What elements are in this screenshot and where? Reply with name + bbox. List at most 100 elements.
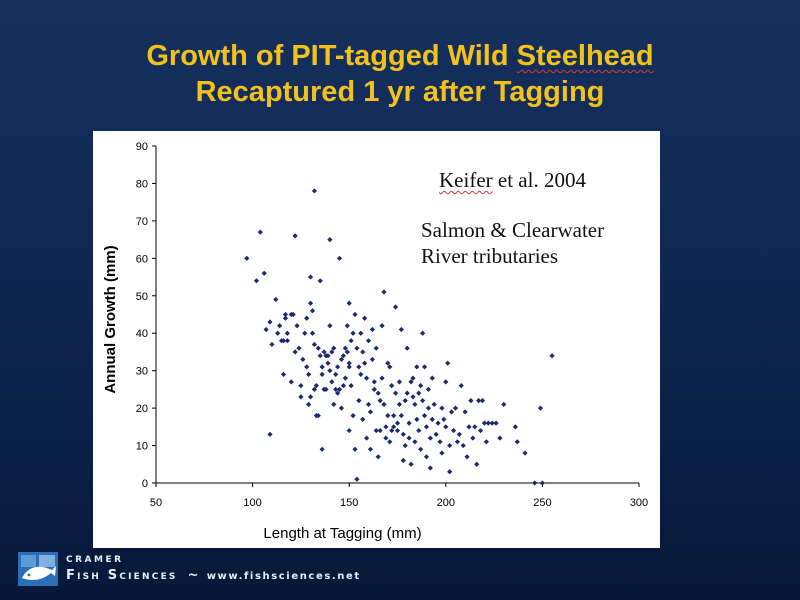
data-point — [377, 398, 383, 404]
data-point — [476, 398, 482, 404]
data-point — [437, 439, 443, 445]
x-tick-label: 300 — [630, 497, 648, 509]
data-point — [474, 461, 480, 467]
data-point — [263, 326, 269, 333]
data-point — [290, 311, 296, 318]
data-point — [292, 349, 298, 355]
data-point — [273, 296, 279, 303]
data-point — [400, 457, 406, 464]
data-point — [356, 398, 362, 404]
data-point — [284, 338, 290, 344]
data-point — [472, 424, 478, 430]
data-point — [479, 398, 486, 404]
data-point — [443, 424, 449, 430]
data-point — [302, 330, 308, 336]
title-line-1-text: Growth of PIT-tagged Wild — [146, 40, 517, 72]
data-point — [288, 379, 294, 385]
title-line-1: Growth of PIT-tagged Wild Steelhead — [40, 38, 760, 74]
data-point — [327, 237, 333, 243]
brand-main-line: Fish Sciences ~ www.fishsciences.net — [66, 568, 361, 583]
data-point — [346, 427, 352, 434]
data-point — [394, 427, 401, 434]
data-point — [282, 311, 289, 318]
y-tick-label: 20 — [136, 403, 148, 415]
data-point — [441, 416, 447, 422]
data-point — [261, 270, 267, 276]
data-point — [425, 386, 432, 392]
data-point — [294, 323, 300, 329]
data-point — [267, 431, 273, 437]
data-point — [483, 439, 489, 445]
data-point — [346, 300, 352, 306]
data-point — [389, 427, 395, 434]
data-point — [282, 315, 289, 321]
data-point — [423, 424, 430, 430]
data-point — [497, 435, 503, 441]
brand-top-text: CRAMER — [66, 555, 124, 565]
data-point — [348, 383, 354, 389]
data-point — [277, 323, 283, 329]
data-point — [454, 439, 460, 445]
data-point — [307, 300, 314, 306]
data-point — [369, 356, 375, 363]
data-point — [362, 315, 368, 321]
data-point — [462, 409, 468, 415]
data-point — [352, 446, 358, 452]
data-point — [257, 229, 263, 235]
x-tick-label: 100 — [243, 497, 261, 509]
data-point — [466, 424, 472, 430]
data-point — [367, 446, 374, 452]
data-point — [342, 375, 348, 381]
data-point — [433, 431, 439, 437]
y-tick-label: 0 — [142, 478, 148, 490]
data-point — [381, 401, 387, 407]
data-point — [452, 405, 459, 411]
y-tick-label: 80 — [136, 178, 148, 190]
data-point — [398, 413, 404, 419]
data-point — [358, 371, 364, 378]
brand-url-link[interactable]: www.fishsciences.net — [206, 571, 361, 582]
data-point — [311, 341, 318, 348]
x-tick-label: 50 — [150, 497, 162, 509]
data-point — [360, 416, 366, 422]
data-point — [275, 330, 281, 336]
brand-separator: ~ — [187, 568, 201, 583]
data-point — [420, 398, 426, 404]
citation-author: Keifer — [439, 168, 493, 192]
data-point — [549, 353, 555, 359]
data-point — [385, 360, 391, 366]
data-point — [371, 386, 377, 392]
data-point — [267, 319, 273, 325]
data-point — [412, 401, 418, 407]
data-point — [344, 323, 350, 329]
data-point — [317, 278, 323, 284]
data-point — [344, 349, 350, 355]
scatter-chart: 0 10 20 30 40 50 60 70 80 90 50 100 150 200 250 300 Leng… — [102, 141, 648, 542]
data-point — [421, 413, 428, 419]
x-tick-label: 200 — [437, 497, 455, 509]
data-point — [458, 383, 464, 389]
data-point — [323, 386, 329, 392]
data-point — [431, 401, 437, 407]
data-point — [352, 311, 358, 318]
data-point — [421, 364, 428, 370]
data-point — [336, 386, 343, 392]
data-point — [406, 435, 412, 441]
data-point — [311, 188, 318, 194]
location-line-2: River tributaries — [421, 244, 559, 268]
data-point — [369, 326, 375, 333]
data-point — [298, 383, 304, 389]
brand-name: Fish Sciences — [66, 568, 178, 583]
x-tick-label: 250 — [533, 497, 551, 509]
data-point — [404, 390, 410, 396]
data-point — [342, 345, 348, 351]
data-point — [269, 341, 275, 348]
citation-rest: et al. 2004 — [492, 168, 586, 192]
data-point — [373, 345, 379, 351]
data-point — [244, 255, 250, 261]
data-point — [371, 379, 377, 385]
data-point — [309, 308, 316, 314]
data-point — [410, 394, 416, 400]
data-point — [391, 413, 397, 419]
data-point — [373, 427, 379, 434]
